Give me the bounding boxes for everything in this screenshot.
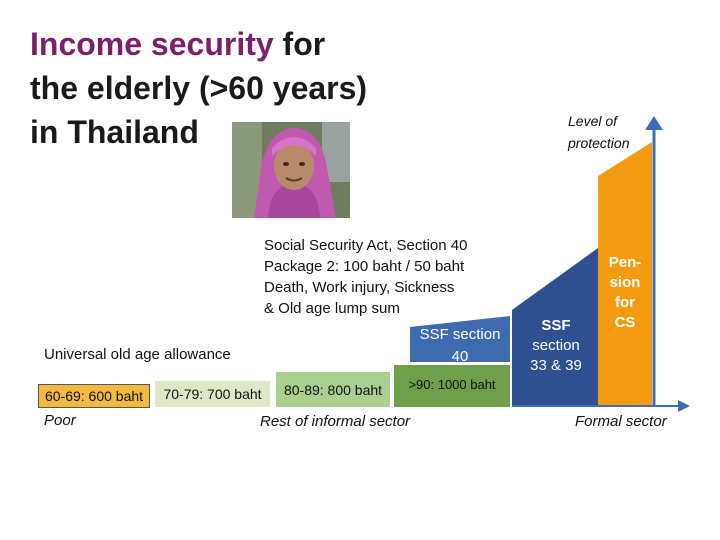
ssf33-shape <box>512 248 598 405</box>
ssa-line: Death, Work injury, Sickness <box>264 279 455 296</box>
ssf40-shape <box>410 316 510 362</box>
axis-label-informal: Rest of informal sector <box>260 413 411 430</box>
level-of-protection-label: Level of protection <box>568 110 629 154</box>
allowance-box-80-89: 80-89: 800 baht <box>276 372 390 407</box>
pension-line: for <box>615 294 635 311</box>
title-line1-rest: for <box>273 26 326 62</box>
pension-line: Pen- <box>608 254 642 271</box>
title-line3: in Thailand <box>30 114 199 150</box>
pension-line: CS <box>614 314 636 331</box>
social-security-text: Social Security Act, Section 40 Package … <box>264 235 524 319</box>
elderly-woman-icon <box>232 122 350 218</box>
ssf33-line1: SSF <box>541 317 571 334</box>
allowance-box-60-69: 60-69: 600 baht <box>38 384 150 408</box>
ssf33-label: SSF section 33 & 39 <box>518 316 594 376</box>
axis-label-formal: Formal sector <box>575 413 667 430</box>
lvl-line2: protection <box>568 135 630 151</box>
axis-label-poor: Poor <box>44 412 76 429</box>
ssa-line: Social Security Act, Section 40 <box>264 237 468 254</box>
x-axis-arrow-icon <box>678 400 690 412</box>
allowance-box-70-79: 70-79: 700 baht <box>155 381 270 407</box>
ssa-line: & Old age lump sum <box>264 300 400 317</box>
title-highlight: Income security <box>30 26 274 62</box>
page-title: Income security for the elderly (>60 year… <box>30 22 450 154</box>
title-line2: the elderly (>60 years) <box>30 70 368 106</box>
pension-label: Pen- sion for CS <box>600 253 650 333</box>
lvl-line1: Level of <box>568 113 618 129</box>
ssf33-line2: section <box>532 337 580 354</box>
pension-shape <box>598 142 652 405</box>
universal-allowance-label: Universal old age allowance <box>44 346 231 363</box>
ssf40-line2: 40 <box>451 348 469 365</box>
y-axis-arrow-icon <box>645 116 663 130</box>
ssf33-line3: 33 & 39 <box>530 357 582 374</box>
ssf40-line1: SSF section <box>419 326 501 343</box>
allowance-box-90-plus: >90: 1000 baht <box>394 365 510 407</box>
ssa-line: Package 2: 100 baht / 50 baht <box>264 258 465 275</box>
ssf40-label: SSF section 40 <box>410 324 510 368</box>
pension-line: sion <box>609 274 641 291</box>
